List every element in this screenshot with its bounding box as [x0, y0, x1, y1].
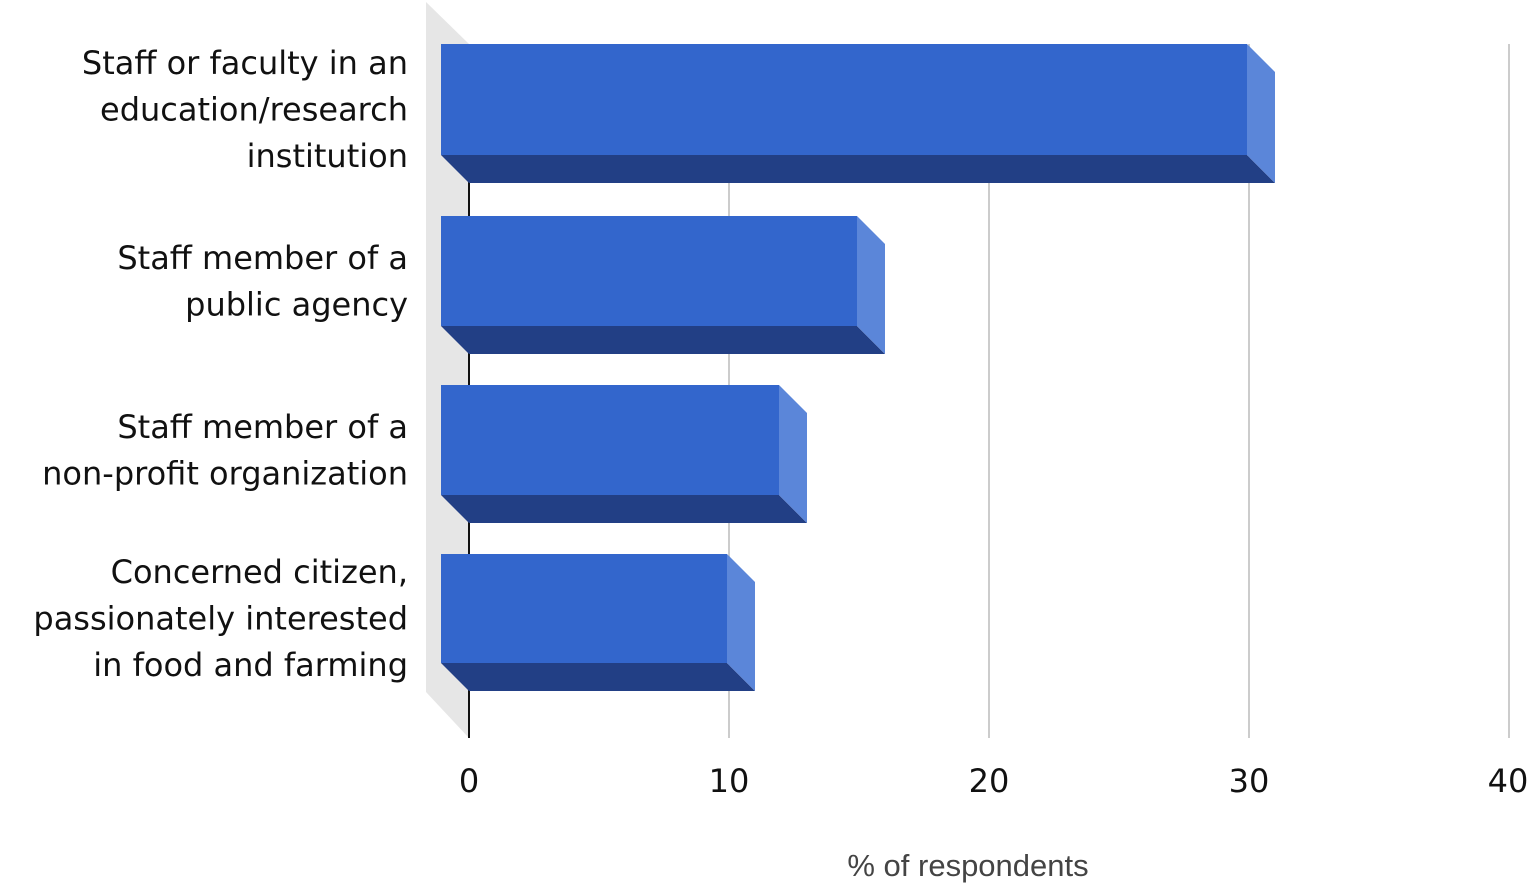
bars: [441, 44, 1275, 691]
category-label-line: Staff member of a: [117, 239, 408, 277]
bar-side-face: [1247, 44, 1275, 183]
x-tick-label: 10: [709, 762, 750, 800]
bar-front-face: [441, 385, 779, 495]
category-label: Staff member of a public agency: [117, 239, 408, 324]
bar: [441, 385, 807, 523]
category-label-line: public agency: [185, 285, 408, 323]
bar-side-face: [727, 554, 755, 691]
bar: [441, 554, 755, 691]
bar-bottom-face: [441, 663, 755, 691]
bar-front-face: [441, 554, 727, 663]
x-tick-label: 20: [969, 762, 1010, 800]
category-label: Concerned citizen, passionately intereste…: [33, 553, 408, 684]
category-label-line: in food and farming: [93, 646, 408, 684]
category-label-line: education/research: [100, 91, 408, 129]
bar-bottom-face: [441, 155, 1275, 183]
bar-side-face: [857, 216, 885, 354]
bar: [441, 216, 885, 354]
category-label: Staff or faculty in an education/research…: [82, 44, 408, 175]
category-label-line: institution: [247, 137, 408, 175]
x-tick-labels: 0 10 20 30 40: [459, 762, 1529, 800]
category-labels: Staff or faculty in an education/research…: [33, 44, 408, 684]
bar-side-face: [779, 385, 807, 523]
category-label-line: non-profit organization: [42, 454, 408, 492]
category-label: Staff member of a non-profit organization: [42, 408, 408, 493]
bar-front-face: [441, 216, 857, 326]
category-label-line: Staff member of a: [117, 408, 408, 446]
category-label-line: Staff or faculty in an: [82, 44, 408, 82]
bar-bottom-face: [441, 326, 885, 354]
x-tick-label: 30: [1229, 762, 1270, 800]
x-axis-title: % of respondents: [847, 848, 1088, 883]
x-tick-label: 40: [1488, 762, 1529, 800]
category-label-line: Concerned citizen,: [111, 553, 408, 591]
bar: [441, 44, 1275, 183]
category-label-line: passionately interested: [33, 600, 408, 638]
bar-front-face: [441, 44, 1247, 155]
bar-bottom-face: [441, 495, 807, 523]
x-tick-label: 0: [459, 762, 479, 800]
